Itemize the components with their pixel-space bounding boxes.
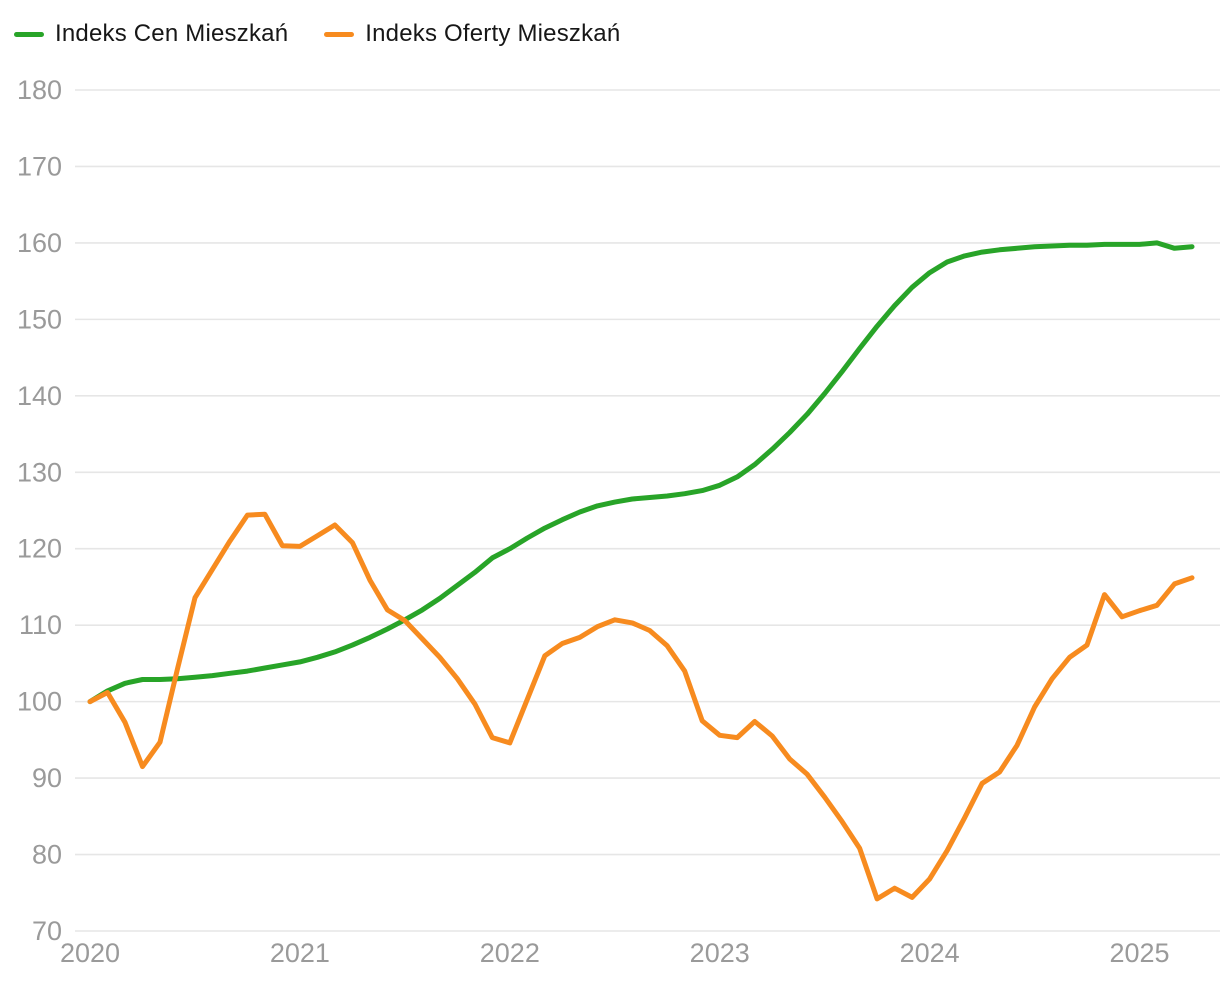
x-axis-tick-label: 2020	[60, 938, 120, 968]
y-axis-tick-label: 110	[19, 610, 62, 640]
y-axis-tick-label: 90	[32, 763, 62, 793]
legend: Indeks Cen Mieszkań Indeks Oferty Mieszk…	[14, 20, 620, 48]
y-axis-tick-label: 170	[17, 151, 62, 181]
x-axis-tick-label: 2023	[690, 938, 750, 968]
y-axis-tick-label: 120	[17, 534, 62, 564]
y-axis-tick-label: 80	[32, 840, 62, 870]
legend-swatch-orange-line-icon	[324, 31, 355, 37]
series-line-indeks-cen[interactable]	[87, 240, 1195, 705]
y-axis-tick-label: 130	[17, 457, 62, 487]
legend-item-indeks-oferty[interactable]: Indeks Oferty Mieszkań	[324, 20, 620, 48]
y-axis-tick-label: 100	[17, 687, 62, 717]
legend-label: Indeks Cen Mieszkań	[55, 20, 289, 47]
legend-label: Indeks Oferty Mieszkań	[365, 20, 621, 47]
series-line-indeks-oferty[interactable]	[87, 511, 1195, 902]
y-axis-tick-label: 150	[17, 304, 62, 334]
y-axis-tick-label: 160	[17, 228, 62, 258]
x-axis-tick-label: 2021	[270, 938, 330, 968]
legend-item-indeks-cen[interactable]: Indeks Cen Mieszkań	[14, 20, 288, 48]
y-axis-tick-label: 140	[17, 381, 62, 411]
y-axis-tick-label: 70	[32, 916, 62, 946]
y-axis-tick-label: 180	[17, 75, 62, 105]
x-axis-tick-label: 2025	[1109, 938, 1169, 968]
x-axis-tick-label: 2024	[900, 938, 960, 968]
x-axis-tick-label: 2022	[480, 938, 540, 968]
legend-swatch-green-line-icon	[14, 31, 44, 37]
